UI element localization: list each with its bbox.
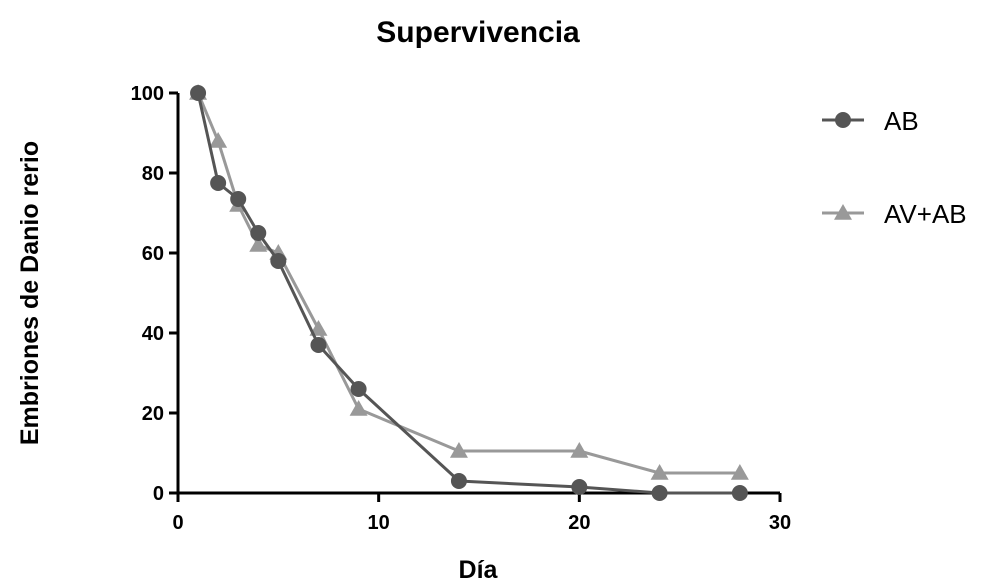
data-point bbox=[570, 442, 589, 458]
legend-item: AB bbox=[822, 106, 919, 136]
y-axis-label: Embriones de Danio rerio bbox=[16, 141, 44, 445]
data-point bbox=[349, 400, 368, 416]
legend-label: AV+AB bbox=[884, 199, 967, 229]
x-axis-label: Día bbox=[459, 556, 499, 582]
data-point bbox=[309, 320, 328, 336]
legend-marker bbox=[834, 204, 852, 220]
series-layer bbox=[189, 84, 749, 501]
legend-item: AV+AB bbox=[822, 199, 967, 229]
series-ab bbox=[190, 85, 748, 501]
x-tick-label: 10 bbox=[368, 512, 390, 534]
y-tick-label: 20 bbox=[142, 403, 164, 425]
data-point bbox=[350, 381, 367, 397]
data-point bbox=[190, 85, 207, 101]
data-point bbox=[571, 479, 588, 495]
y-tick-label: 100 bbox=[131, 83, 164, 105]
legend-marker bbox=[835, 112, 851, 128]
data-point bbox=[449, 442, 468, 458]
data-point bbox=[270, 253, 287, 269]
series-line bbox=[196, 92, 740, 495]
series-av-ab bbox=[189, 84, 749, 480]
data-point bbox=[450, 473, 467, 489]
data-point bbox=[731, 485, 748, 501]
chart-title: Supervivencia bbox=[376, 16, 580, 49]
y-tick-label: 60 bbox=[142, 243, 164, 265]
x-tick-label: 30 bbox=[769, 512, 791, 534]
data-point bbox=[249, 236, 268, 252]
data-point bbox=[730, 464, 749, 480]
data-point bbox=[210, 175, 227, 191]
data-point bbox=[230, 191, 247, 207]
series-line bbox=[196, 92, 740, 475]
legend-label: AB bbox=[884, 106, 919, 136]
x-tick-label: 20 bbox=[568, 512, 590, 534]
x-tick-label: 0 bbox=[172, 512, 183, 534]
legend: AB AV+AB bbox=[822, 106, 967, 229]
data-point bbox=[650, 464, 669, 480]
axes: 0 20 40 60 80 100 0 10 20 30 bbox=[131, 83, 792, 534]
y-tick-label: 80 bbox=[142, 163, 164, 185]
data-point bbox=[651, 485, 668, 501]
y-tick-label: 40 bbox=[142, 323, 164, 345]
data-point bbox=[250, 225, 267, 241]
data-point bbox=[310, 337, 327, 353]
y-tick-label: 0 bbox=[153, 483, 164, 505]
data-point bbox=[209, 132, 228, 148]
